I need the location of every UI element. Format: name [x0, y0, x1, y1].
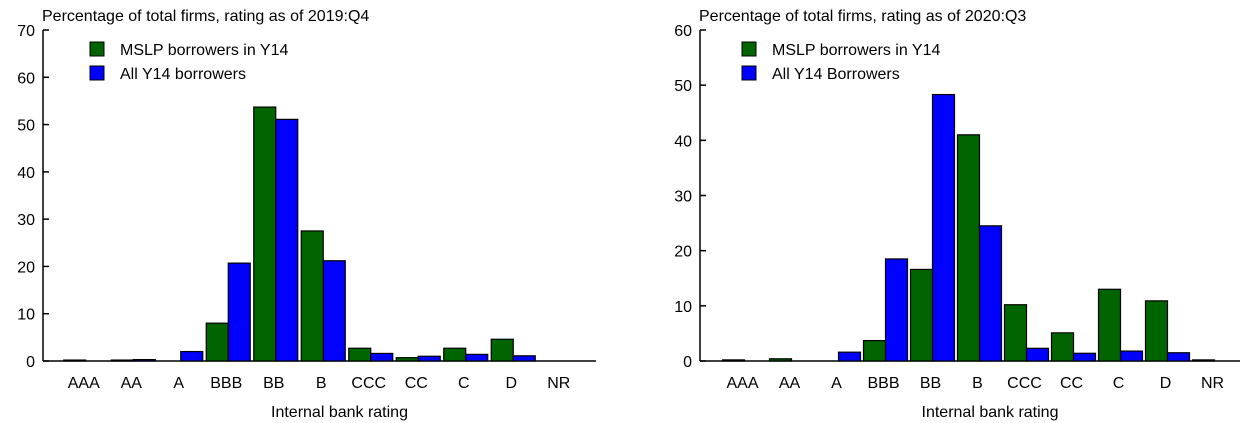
chart-2020-legend-swatch-mslp [741, 41, 757, 57]
chart-2020-bar-all-cc [1072, 352, 1097, 362]
chart-2019-xtick-label: AA [121, 375, 143, 392]
chart-2020-ytick-label: 30 [674, 189, 692, 206]
chart-2020-bar-mslp-cc [1050, 332, 1075, 362]
chart-2019-bar-mslp-aaa [63, 359, 87, 362]
chart-2020-xtick-label: C [1113, 375, 1125, 392]
chart-2019-ytick-label: 30 [17, 212, 35, 229]
chart-2019-bar-mslp-d [490, 338, 514, 362]
chart-2020-ytick-label: 40 [674, 133, 692, 150]
chart-2020-xtick-label: BBB [867, 375, 899, 392]
chart-2019-bar-all-a [180, 350, 204, 362]
chart-2019-bar-all-bbb [227, 262, 251, 362]
chart-2019-xtick-label: B [316, 375, 327, 392]
chart-2019-bar-mslp-aa [110, 359, 134, 362]
chart-2019-xtick-label: C [458, 375, 470, 392]
chart-2019-xtick-label: BBB [210, 375, 242, 392]
chart-2020-ytick-label: 60 [674, 23, 692, 40]
chart-2019-bar-mslp-ccc [348, 347, 372, 362]
chart-2020-xtick-label: NR [1201, 375, 1224, 392]
chart-2020-bar-mslp-nr [1191, 359, 1216, 362]
chart-2019-xtick-label: CC [405, 375, 428, 392]
chart-2020-bar-all-a [837, 351, 862, 362]
chart-2020-xlabel: Internal bank rating [922, 404, 1059, 421]
chart-2020-bar-mslp-ccc [1003, 304, 1028, 362]
chart-2020-xtick-label: A [831, 375, 842, 392]
chart-2019-bar-all-c [465, 353, 489, 362]
chart-2019-bar-mslp-cc [395, 357, 419, 362]
chart-2019-bar-all-d [512, 355, 536, 362]
chart-2019-bar-all-cc [417, 355, 441, 362]
chart-2019-legend-label-all: All Y14 borrowers [120, 66, 246, 83]
chart-2019-bar-mslp-bb [253, 106, 277, 362]
chart-2020-bar-mslp-d [1144, 300, 1169, 362]
chart-2019-bar-all-b [322, 260, 346, 362]
chart-2020-bar-all-bb [931, 93, 956, 362]
chart-2020-bar-mslp-b [956, 134, 981, 362]
chart-2019-svg: Percentage of total firms, rating as of … [17, 8, 596, 421]
chart-2019-ytick-label: 40 [17, 165, 35, 182]
chart-2020-ytick-label: 0 [683, 354, 692, 371]
chart-2020-ytick-label: 20 [674, 244, 692, 261]
chart-2020-bar-all-c [1119, 350, 1144, 362]
chart-2020-bar-mslp-aaa [721, 359, 746, 362]
chart-2020-bar-all-d [1166, 352, 1191, 362]
chart-2019-xtick-label: A [173, 375, 184, 392]
chart-2019-ytick-label: 0 [26, 354, 35, 371]
chart-2019-xtick-label: NR [547, 375, 570, 392]
chart-2020-bar-mslp-bb [909, 268, 934, 362]
chart-2020-xtick-label: BB [920, 375, 941, 392]
chart-2020-xtick-label: AAA [726, 375, 758, 392]
chart-2019-xtick-label: CCC [351, 375, 386, 392]
chart-2020-ytick-label: 50 [674, 78, 692, 95]
chart-2020-ytick-label: 10 [674, 299, 692, 316]
chart-2020-xtick-label: CC [1060, 375, 1083, 392]
chart-2020-xtick-label: AA [779, 375, 801, 392]
chart-2020-legend-swatch-all [741, 65, 757, 81]
chart-2019-ytick-label: 20 [17, 259, 35, 276]
chart-2019-bar-all-bb [275, 118, 299, 362]
chart-2020-bar-mslp-c [1097, 288, 1122, 362]
chart-2019-xtick-label: BB [263, 375, 284, 392]
chart-2020-bar-all-b [978, 225, 1003, 362]
chart-2020-legend-label-all: All Y14 Borrowers [772, 66, 900, 83]
chart-2020-xtick-label: B [972, 375, 983, 392]
chart-2020-legend-label-mslp: MSLP borrowers in Y14 [772, 42, 940, 59]
chart-2019-bar-all-ccc [370, 352, 394, 362]
chart-2019-ytick-label: 50 [17, 118, 35, 135]
chart-2019-xtick-label: D [505, 375, 517, 392]
chart-2020-svg: Percentage of total firms, rating as of … [674, 8, 1240, 421]
chart-2019-bar-mslp-b [300, 230, 324, 362]
chart-2019-ytick-label: 60 [17, 70, 35, 87]
chart-panel-2020: Percentage of total firms, rating as of … [655, 0, 1243, 423]
chart-2020-subtitle: Percentage of total firms, rating as of … [699, 8, 1026, 25]
chart-panel-2019: Percentage of total firms, rating as of … [0, 0, 610, 423]
chart-2020-xtick-label: CCC [1007, 375, 1042, 392]
chart-2020-bar-all-ccc [1025, 347, 1050, 362]
chart-2019-bar-mslp-c [443, 347, 467, 362]
chart-2019-legend-swatch-mslp [89, 41, 105, 57]
chart-2019-subtitle: Percentage of total firms, rating as of … [42, 8, 369, 25]
chart-2019-xtick-label: AAA [68, 375, 100, 392]
chart-2020-xtick-label: D [1160, 375, 1172, 392]
chart-2019-legend-label-mslp: MSLP borrowers in Y14 [120, 42, 288, 59]
chart-2020-bar-all-bbb [884, 258, 909, 362]
chart-2019-legend-swatch-all [89, 65, 105, 81]
chart-2020-bar-mslp-bbb [862, 339, 887, 362]
chart-2019-ytick-label: 70 [17, 23, 35, 40]
chart-2019-bar-all-aa [132, 358, 156, 362]
chart-2019-bar-mslp-bbb [205, 322, 229, 362]
chart-2020-bar-mslp-aa [768, 358, 793, 362]
chart-2019-ytick-label: 10 [17, 307, 35, 324]
chart-2019-xlabel: Internal bank rating [271, 404, 408, 421]
